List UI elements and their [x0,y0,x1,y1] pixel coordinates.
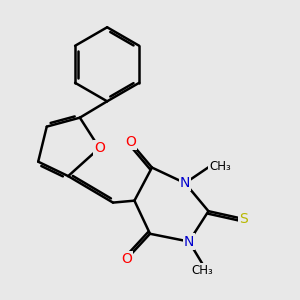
Text: O: O [94,141,105,155]
Text: O: O [125,135,136,149]
Text: N: N [180,176,190,190]
Text: S: S [239,212,248,226]
Text: CH₃: CH₃ [209,160,231,173]
Text: N: N [184,235,194,249]
Text: O: O [121,252,132,266]
Text: CH₃: CH₃ [192,264,214,277]
